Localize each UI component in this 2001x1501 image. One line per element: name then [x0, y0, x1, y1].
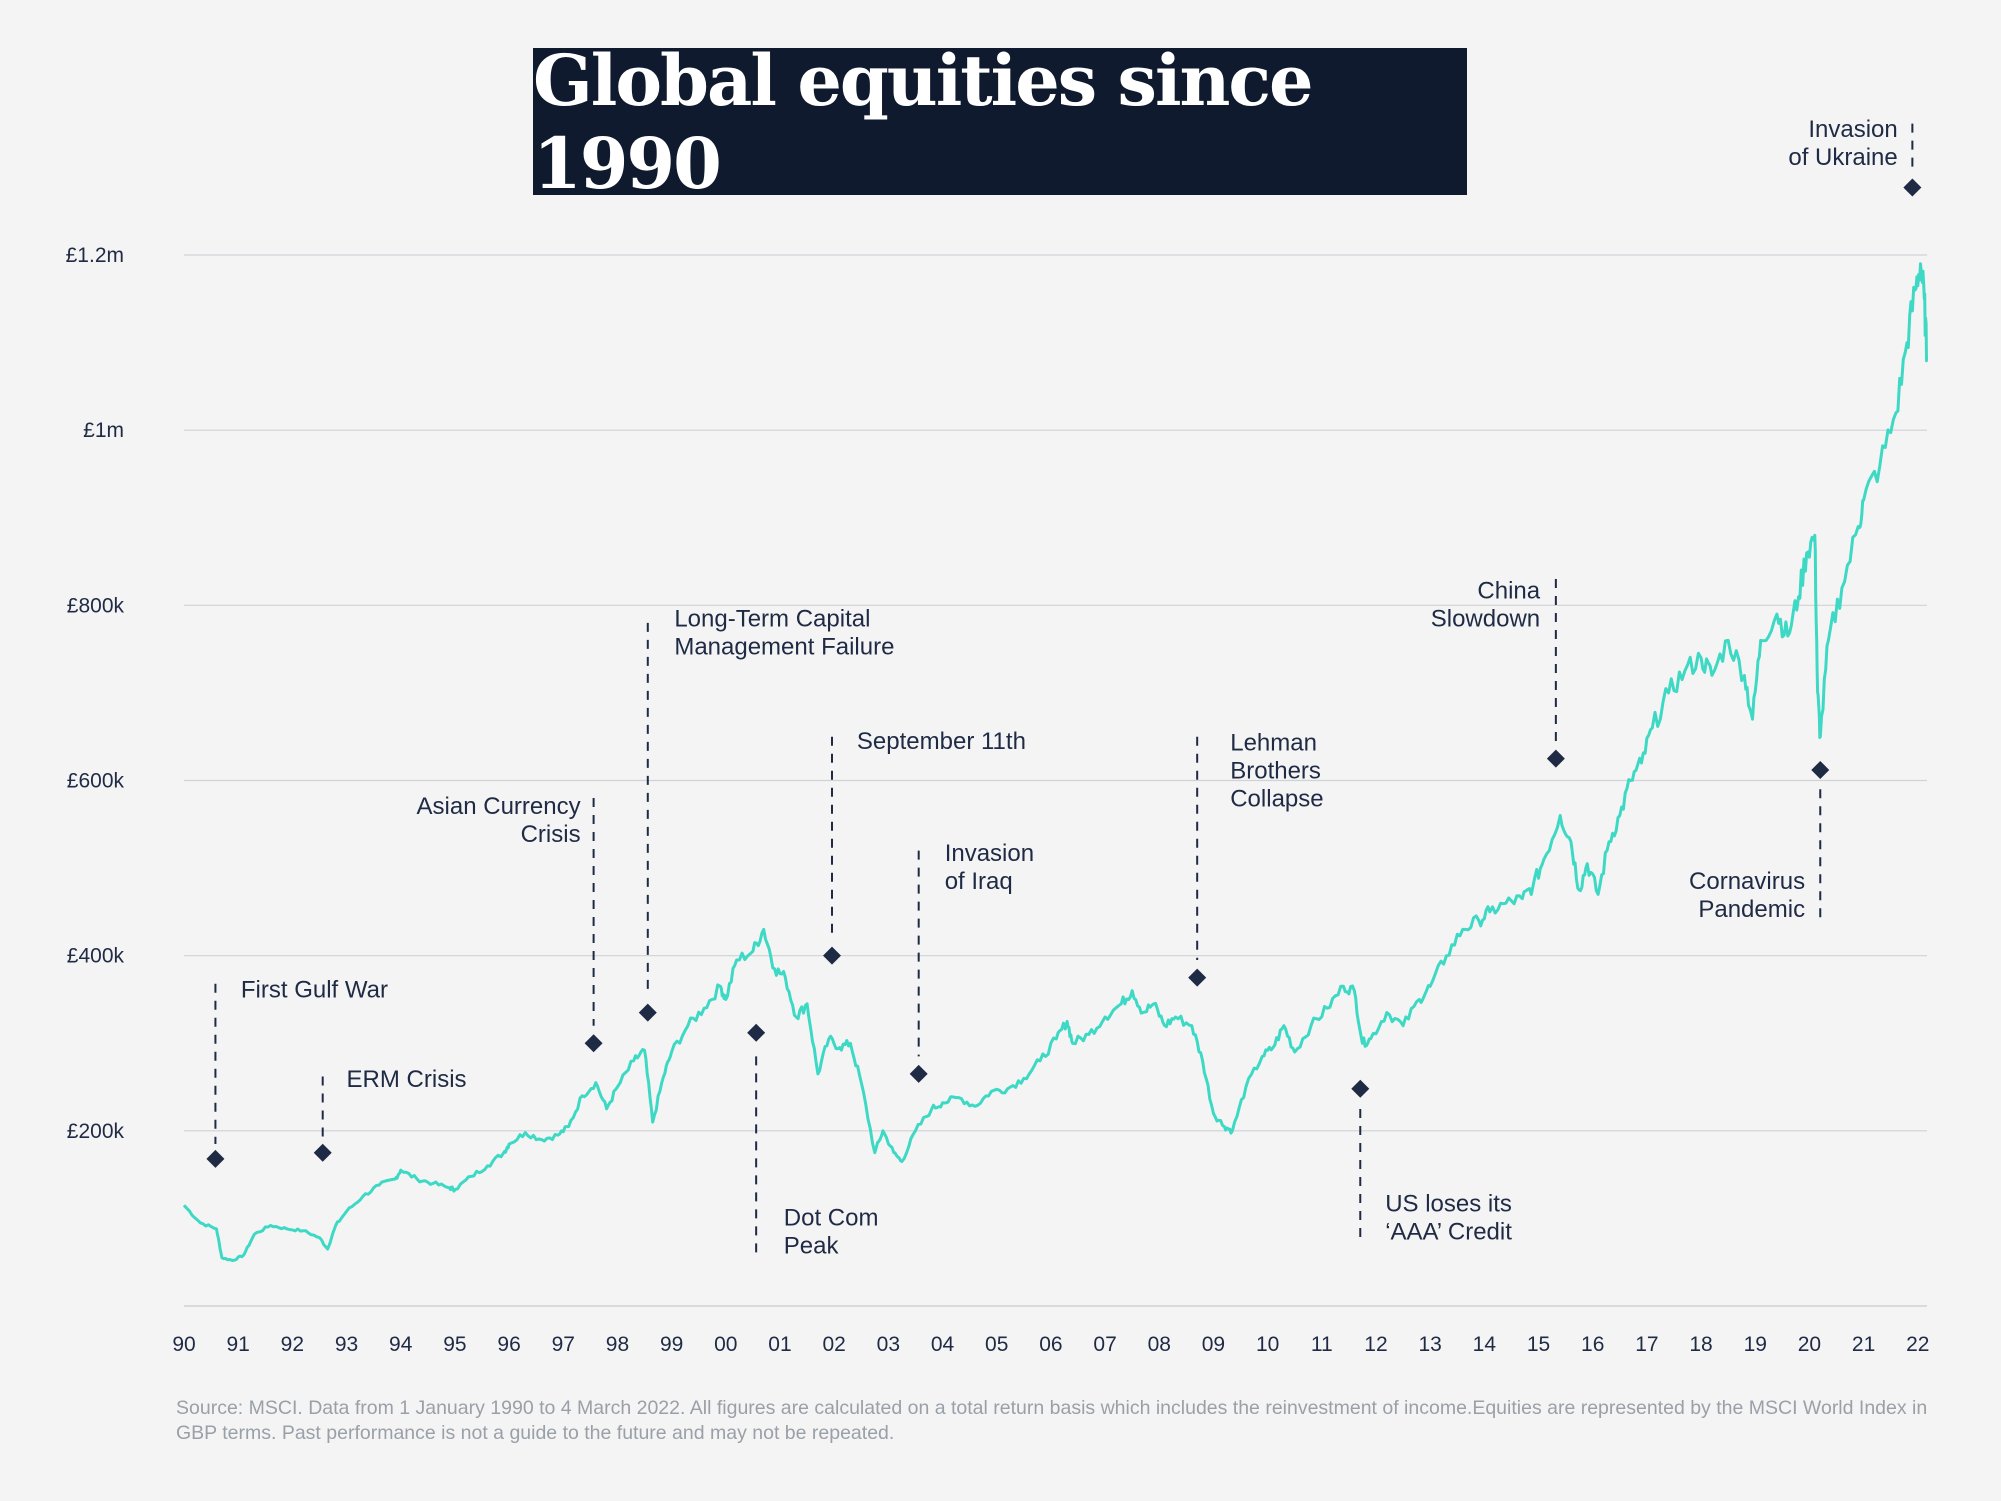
- x-tick-label: 18: [1689, 1333, 1712, 1356]
- annotation-label: Invasion: [945, 840, 1034, 867]
- annotation-label: Slowdown: [1431, 605, 1540, 632]
- annotation-label: Pandemic: [1698, 896, 1805, 923]
- x-tick-label: 08: [1148, 1333, 1171, 1356]
- annotation-marker: [206, 1149, 225, 1168]
- annotation-marker: [823, 946, 842, 965]
- x-tick-label: 97: [552, 1333, 575, 1356]
- annotation: September 11th: [823, 728, 1026, 965]
- annotation: US loses its‘AAA’ Credit: [1351, 1079, 1512, 1245]
- y-tick-label: £200k: [67, 1120, 125, 1143]
- x-tick-label: 09: [1202, 1333, 1225, 1356]
- x-tick-label: 01: [768, 1333, 791, 1356]
- y-tick-label: £1.2m: [66, 244, 124, 267]
- annotation-marker: [1903, 178, 1922, 197]
- x-tick-label: 03: [877, 1333, 900, 1356]
- annotation-label: First Gulf War: [241, 977, 388, 1004]
- y-axis-ticks: £200k £400k £600k £800k £1m £1.2m: [66, 244, 125, 1143]
- x-tick-label: 17: [1635, 1333, 1658, 1356]
- x-tick-label: 15: [1527, 1333, 1550, 1356]
- x-tick-label: 06: [1039, 1333, 1062, 1356]
- annotation-marker: [1811, 760, 1830, 779]
- x-tick-label: 16: [1581, 1333, 1604, 1356]
- x-tick-label: 13: [1418, 1333, 1441, 1356]
- grid-lines: [184, 254, 1927, 1307]
- x-tick-label: 90: [172, 1333, 195, 1356]
- annotation-label: Invasion: [1808, 116, 1897, 143]
- annotation-label: ‘AAA’ Credit: [1385, 1218, 1512, 1245]
- x-tick-label: 04: [931, 1333, 955, 1356]
- x-tick-label: 20: [1798, 1333, 1821, 1356]
- annotation-label: Crisis: [521, 821, 581, 848]
- x-tick-label: 91: [227, 1333, 250, 1356]
- annotation-label: September 11th: [857, 728, 1026, 755]
- y-tick-label: £600k: [67, 770, 125, 793]
- chart-title: Global equities since 1990: [533, 38, 1314, 205]
- annotation-label: of Iraq: [945, 868, 1013, 895]
- annotation-label: Management Failure: [674, 633, 894, 660]
- annotation-label: Peak: [784, 1232, 840, 1259]
- annotation-label: China: [1477, 577, 1540, 604]
- annotation-label: Lehman: [1230, 730, 1317, 757]
- x-tick-label: 98: [606, 1333, 629, 1356]
- annotation-marker: [1351, 1079, 1370, 1098]
- series-line-global-equities: [182, 262, 1929, 1262]
- x-tick-label: 22: [1906, 1333, 1929, 1356]
- x-tick-label: 19: [1744, 1333, 1767, 1356]
- annotation-label: Asian Currency: [417, 793, 581, 820]
- y-tick-label: £400k: [67, 945, 125, 968]
- annotation: First Gulf War: [206, 977, 388, 1168]
- annotation-marker: [638, 1003, 657, 1022]
- annotation-label: Long-Term Capital: [674, 605, 870, 632]
- x-tick-label: 07: [1093, 1333, 1116, 1356]
- x-tick-label: 93: [335, 1333, 358, 1356]
- annotation-marker: [747, 1023, 766, 1042]
- x-tick-label: 02: [822, 1333, 845, 1356]
- title-banner: Global equities since 1990: [533, 39, 1467, 205]
- annotation: ERM Crisis: [313, 1066, 467, 1162]
- x-tick-label: 21: [1852, 1333, 1875, 1356]
- x-tick-label: 14: [1473, 1333, 1497, 1356]
- annotation-label: Brothers: [1230, 758, 1321, 785]
- annotation-label: Cornavirus: [1689, 868, 1805, 895]
- annotation-marker: [313, 1143, 332, 1162]
- x-tick-label: 11: [1311, 1333, 1333, 1356]
- annotation-marker: [909, 1064, 928, 1083]
- annotation-label: Dot Com: [784, 1204, 879, 1231]
- annotation-label: US loses its: [1385, 1190, 1512, 1217]
- x-tick-label: 99: [660, 1333, 683, 1356]
- annotation-marker: [584, 1034, 603, 1053]
- y-tick-label: £1m: [83, 419, 124, 442]
- annotation-label: Collapse: [1230, 786, 1323, 813]
- y-tick-label: £800k: [67, 594, 125, 617]
- source-note: Source: MSCI. Data from 1 January 1990 t…: [176, 1397, 1928, 1444]
- x-axis-ticks: 90 91 92 93 94 95 96 97 98 99 00 01 02 03 04 05 06 07 08 09…: [172, 1333, 1929, 1356]
- x-tick-label: 12: [1364, 1333, 1387, 1356]
- x-tick-label: 05: [985, 1333, 1008, 1356]
- annotation-marker: [1546, 749, 1565, 768]
- x-tick-label: 95: [443, 1333, 466, 1356]
- x-tick-label: 96: [497, 1333, 520, 1356]
- x-tick-label: 94: [389, 1333, 413, 1356]
- annotation-label: ERM Crisis: [347, 1066, 467, 1093]
- x-tick-label: 10: [1256, 1333, 1279, 1356]
- annotation-marker: [1188, 968, 1207, 987]
- x-tick-label: 92: [281, 1333, 304, 1356]
- event-annotations: First Gulf War ERM Crisis Asian CurrencyCr…: [206, 116, 1922, 1259]
- x-tick-label: 00: [714, 1333, 737, 1356]
- annotation-label: of Ukraine: [1788, 144, 1897, 171]
